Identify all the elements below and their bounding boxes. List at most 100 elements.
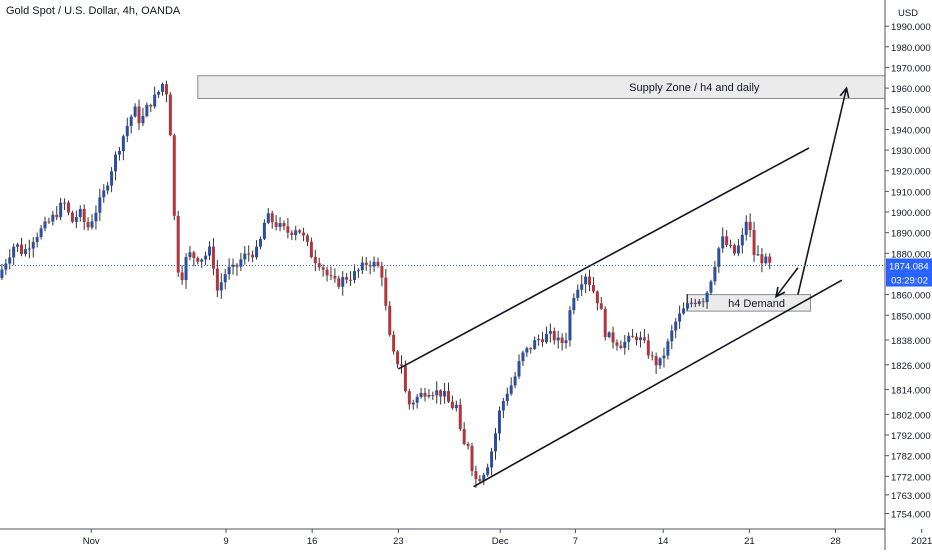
price-tick-label: 1890.000	[891, 229, 931, 240]
candle-body	[39, 228, 43, 238]
time-tick-label: Nov	[83, 536, 100, 547]
candle-body	[599, 303, 603, 309]
candle-body	[658, 358, 662, 366]
candle-body	[744, 221, 748, 235]
candle-body	[533, 340, 537, 349]
countdown-timer: 03:29:02	[891, 276, 928, 287]
candle-body	[501, 401, 505, 411]
candle-body	[740, 234, 744, 246]
candle-body	[450, 401, 454, 409]
candle-body	[615, 342, 619, 346]
candle-body	[294, 230, 298, 236]
candle-body	[384, 277, 388, 306]
candle-body	[705, 292, 709, 303]
price-tick-label: 1980.000	[891, 43, 931, 54]
annotations: Supply Zone / h4 and daily h4 Demand	[0, 82, 885, 310]
time-tick-label: 21	[744, 536, 755, 547]
candle-body	[607, 332, 611, 338]
candle-body	[482, 474, 486, 482]
candle-body	[161, 84, 165, 92]
candle-body	[325, 269, 329, 276]
candle-body	[133, 106, 137, 117]
candle-body	[415, 396, 419, 403]
candle-body	[368, 264, 372, 267]
candle-body	[82, 208, 86, 222]
candle-body	[0, 269, 4, 279]
candle-body	[43, 221, 47, 229]
candle-body	[282, 223, 286, 227]
candle-body	[321, 267, 325, 270]
candle-body	[584, 276, 588, 285]
candle-body	[635, 336, 639, 341]
price-tick-label: 1910.000	[891, 187, 931, 198]
candle-body	[752, 230, 756, 255]
demand-zone	[686, 294, 811, 312]
current-price-badge	[886, 258, 932, 273]
candle-body	[145, 104, 149, 116]
candles	[0, 80, 772, 488]
candle-body	[302, 232, 306, 236]
candle-body	[380, 265, 384, 278]
candle-body	[266, 213, 270, 223]
candle-body	[682, 308, 686, 314]
pullback-arrow-line	[775, 267, 799, 298]
candle-body	[74, 217, 78, 222]
candle-body	[70, 212, 74, 222]
candle-body	[642, 337, 646, 341]
candle-body	[211, 246, 215, 269]
candle-body	[505, 393, 509, 402]
price-tick-label: 1920.000	[891, 167, 931, 178]
time-axis-background	[0, 529, 885, 550]
candle-body	[670, 330, 674, 342]
candle-body	[164, 84, 168, 95]
candle-body	[305, 235, 309, 242]
candle-body	[200, 259, 204, 262]
candle-body	[215, 268, 219, 291]
candle-body	[588, 276, 592, 285]
candle-body	[443, 391, 447, 397]
candle-body	[678, 313, 682, 322]
time-tick-label: 14	[658, 536, 669, 547]
candle-body	[255, 246, 259, 258]
candle-body	[317, 263, 321, 268]
candle-body	[243, 253, 247, 260]
candle-body	[517, 361, 521, 377]
candle-body	[235, 264, 239, 267]
candle-body	[168, 94, 172, 136]
candle-body	[392, 334, 396, 352]
candle-body	[251, 254, 255, 258]
candle-body	[435, 390, 439, 396]
price-tick-label: 1826.000	[891, 361, 931, 372]
candle-body	[157, 91, 161, 95]
candle-body	[47, 221, 51, 223]
candle-body	[646, 340, 650, 356]
candle-body	[262, 222, 266, 239]
countdown-badge	[886, 272, 932, 287]
candle-body	[666, 341, 670, 356]
candle-body	[349, 279, 353, 281]
candle-body	[12, 246, 16, 258]
candle-body	[388, 305, 392, 335]
time-tick-label: 23	[393, 536, 404, 547]
candle-body	[204, 255, 208, 260]
candle-body	[188, 252, 192, 258]
candle-body	[732, 245, 736, 254]
candle-body	[125, 125, 129, 137]
candle-body	[78, 208, 82, 218]
candle-body	[721, 236, 725, 249]
price-tick-label: 1802.000	[891, 410, 931, 421]
upper-channel-line	[397, 147, 810, 370]
time-tick-label: 2021	[911, 536, 932, 547]
candle-body	[423, 392, 427, 397]
candle-body	[270, 213, 274, 223]
candle-body	[619, 345, 623, 348]
price-tick-label: 1814.000	[891, 386, 931, 397]
candle-body	[153, 94, 157, 107]
candle-body	[345, 277, 349, 280]
price-tick-label: 1838.000	[891, 336, 931, 347]
candle-body	[564, 340, 568, 343]
arrow-head-icon	[839, 86, 850, 99]
candle-body	[541, 339, 545, 343]
